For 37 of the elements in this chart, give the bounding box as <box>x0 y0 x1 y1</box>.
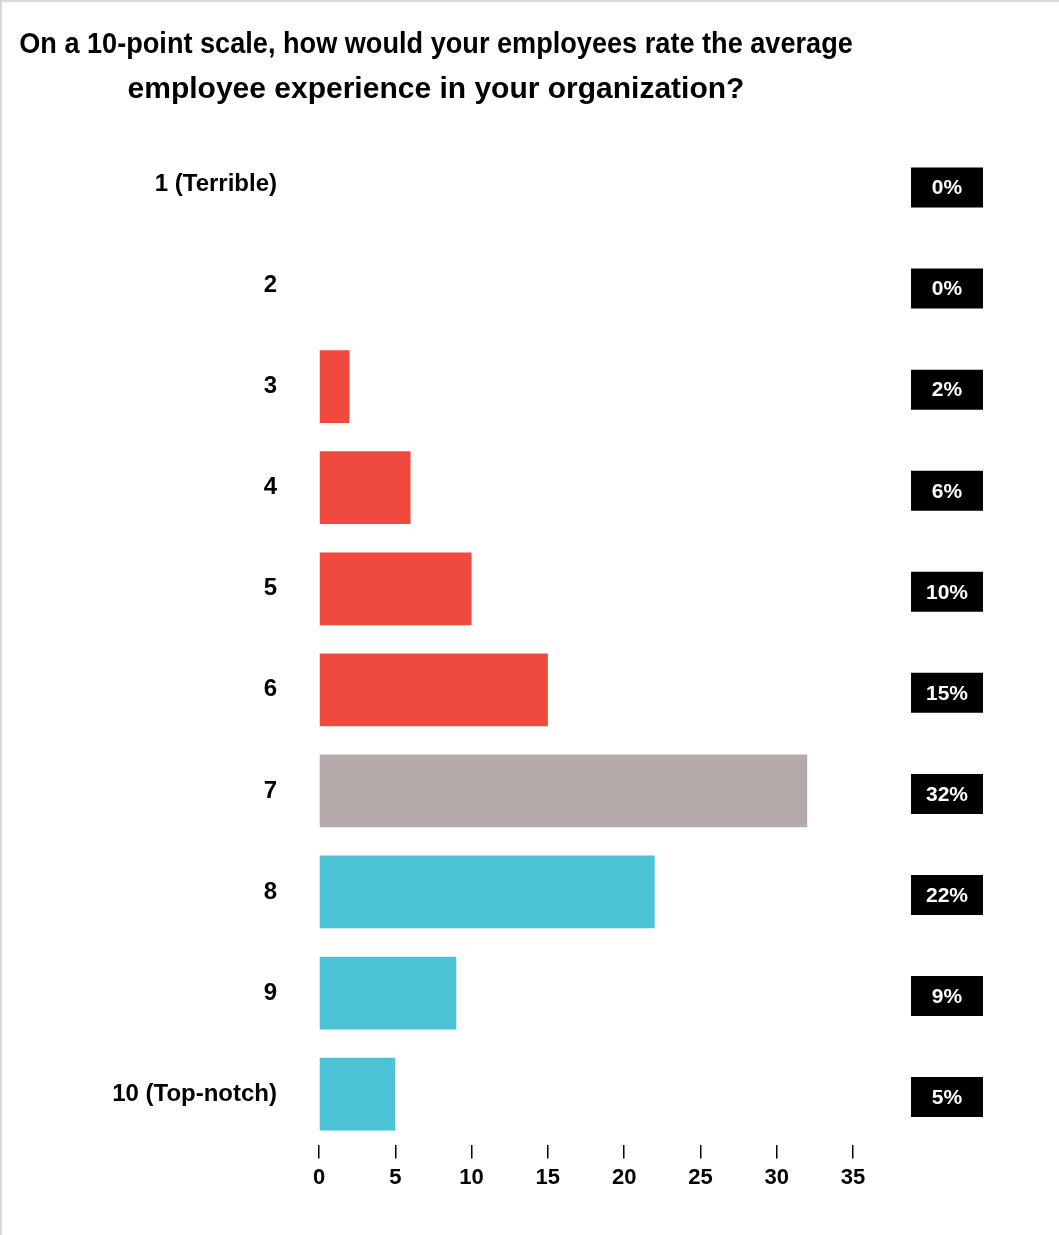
bar <box>319 451 411 525</box>
data-label: 15% <box>925 680 969 704</box>
bar <box>319 956 457 1030</box>
bar <box>319 552 472 626</box>
data-label: 22% <box>925 882 969 906</box>
data-label: 2% <box>931 377 963 401</box>
bar <box>319 855 655 929</box>
x-tick-label: 20 <box>611 1163 637 1189</box>
y-tick-label: 3 <box>263 371 277 399</box>
x-tick-label: 0 <box>312 1163 326 1189</box>
x-tick-label: 35 <box>840 1163 866 1189</box>
data-label: 5% <box>931 1084 963 1108</box>
y-tick-label: 6 <box>263 674 277 702</box>
x-tick-label: 15 <box>535 1163 561 1189</box>
y-tick-label: 8 <box>263 876 277 904</box>
x-tick-label: 30 <box>764 1163 789 1189</box>
y-tick-label: 4 <box>263 472 278 500</box>
bar <box>319 653 548 727</box>
data-label: 0% <box>931 276 963 300</box>
data-label: 9% <box>931 983 963 1007</box>
data-label: 10% <box>925 579 969 603</box>
y-tick-label: 2 <box>263 270 277 298</box>
y-tick-label: 1 (Terrible) <box>154 169 277 197</box>
bar <box>319 1057 396 1131</box>
data-label: 0% <box>931 175 963 199</box>
x-tick-label: 5 <box>389 1163 402 1189</box>
x-tick-label: 25 <box>688 1163 713 1189</box>
y-tick-label: 5 <box>263 573 277 601</box>
bar <box>319 350 350 424</box>
data-label: 6% <box>931 478 963 502</box>
bar <box>319 754 808 828</box>
data-label: 32% <box>925 781 969 805</box>
x-tick-label: 10 <box>459 1163 484 1189</box>
y-tick-label: 9 <box>263 977 277 1005</box>
y-tick-label: 7 <box>263 775 277 803</box>
y-tick-label: 10 (Top-notch) <box>112 1078 277 1106</box>
chart-title: On a 10-point scale, how would your employees rate the average employee experience in your organization? <box>19 25 853 104</box>
